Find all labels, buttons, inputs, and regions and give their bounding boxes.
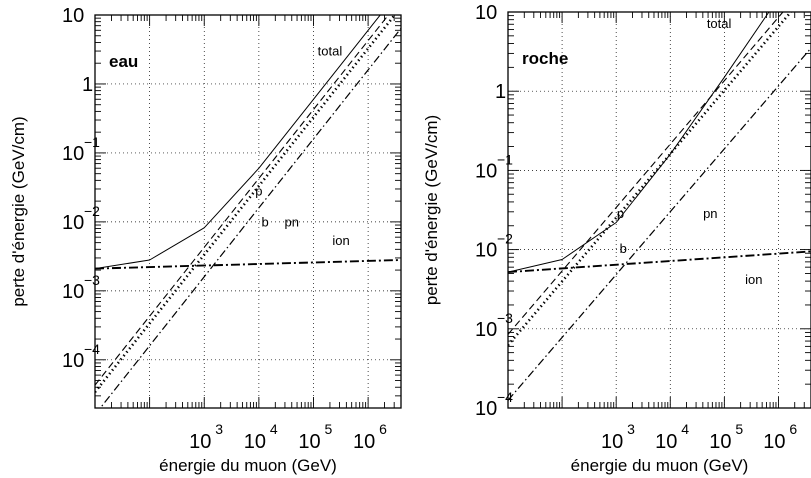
x-tick-label: 10	[655, 431, 677, 453]
panel-roche: totalpbpnionroche10310410510610110−110−2…	[422, 2, 811, 475]
x-tick-label: 10	[601, 431, 623, 453]
curve-label-total: total	[707, 16, 732, 31]
series-line-p	[95, 15, 390, 386]
curve-label-p: p	[617, 206, 624, 221]
y-tick-label: 10	[62, 5, 84, 27]
x-tick-exponent: 3	[215, 421, 223, 437]
x-tick-label: 10	[189, 431, 211, 453]
y-tick-label: 10	[475, 319, 497, 341]
y-tick-exponent: −4	[84, 341, 100, 357]
grid	[95, 15, 401, 408]
curve-label-total: total	[318, 43, 343, 58]
panel-label: eau	[109, 52, 138, 71]
y-tick-label: 10	[475, 240, 497, 262]
series-line-p	[508, 12, 784, 335]
y-tick-exponent: −3	[84, 272, 100, 288]
series	[508, 12, 811, 401]
grid	[508, 12, 811, 408]
series-line-total	[95, 15, 381, 270]
x-tick-exponent: 5	[324, 421, 332, 437]
y-tick-exponent: −1	[497, 151, 513, 167]
x-tick-exponent: 3	[627, 421, 635, 437]
y-tick-exponent: −1	[84, 134, 100, 150]
curve-label-b: b	[261, 215, 268, 230]
axis-ticks	[95, 15, 401, 408]
x-tick-label: 10	[244, 431, 266, 453]
curve-label-p: p	[255, 184, 262, 199]
curve-label-ion: ion	[332, 233, 349, 248]
y-tick-exponent: −4	[497, 389, 513, 405]
x-tick-exponent: 4	[270, 421, 278, 437]
x-tick-label: 10	[763, 431, 785, 453]
y-tick-label: 10	[62, 143, 84, 165]
series-line-pn	[508, 47, 811, 401]
y-tick-label: 10	[475, 160, 497, 182]
x-tick-exponent: 4	[681, 421, 689, 437]
series	[95, 15, 401, 408]
axis-ticks	[508, 12, 811, 408]
y-tick-label: 10	[475, 398, 497, 420]
curve-label-b: b	[620, 241, 627, 256]
series-line-total	[508, 12, 770, 273]
y-axis-title: perte d'énergie (GeV/cm)	[9, 116, 28, 306]
y-tick-label: 10	[475, 2, 497, 24]
x-tick-label: 10	[353, 431, 375, 453]
x-axis-title: énergie du muon (GeV)	[571, 456, 749, 475]
series-line-b	[95, 15, 397, 393]
series-line-ion	[95, 259, 401, 270]
y-tick-label: 1	[495, 81, 506, 103]
x-tick-label: 10	[709, 431, 731, 453]
y-tick-exponent: −3	[497, 310, 513, 326]
x-tick-label: 10	[298, 431, 320, 453]
y-tick-label: 1	[82, 74, 93, 96]
y-tick-label: 10	[62, 281, 84, 303]
y-tick-exponent: −2	[497, 231, 513, 247]
curve-label-ion: ion	[745, 272, 762, 287]
plot-frame	[94, 14, 402, 409]
plot-frame	[507, 11, 811, 409]
y-tick-label: 10	[62, 212, 84, 234]
y-tick-label: 10	[62, 350, 84, 372]
curve-label-pn: pn	[285, 215, 299, 230]
series-line-pn	[99, 28, 401, 408]
panel-label: roche	[522, 49, 568, 68]
y-tick-exponent: −2	[84, 203, 100, 219]
x-tick-exponent: 5	[735, 421, 743, 437]
x-axis-title: énergie du muon (GeV)	[159, 456, 337, 475]
x-tick-exponent: 6	[789, 421, 797, 437]
x-tick-exponent: 6	[379, 421, 387, 437]
curve-label-pn: pn	[703, 206, 717, 221]
y-axis-title: perte d'énergie (GeV/cm)	[422, 115, 441, 305]
